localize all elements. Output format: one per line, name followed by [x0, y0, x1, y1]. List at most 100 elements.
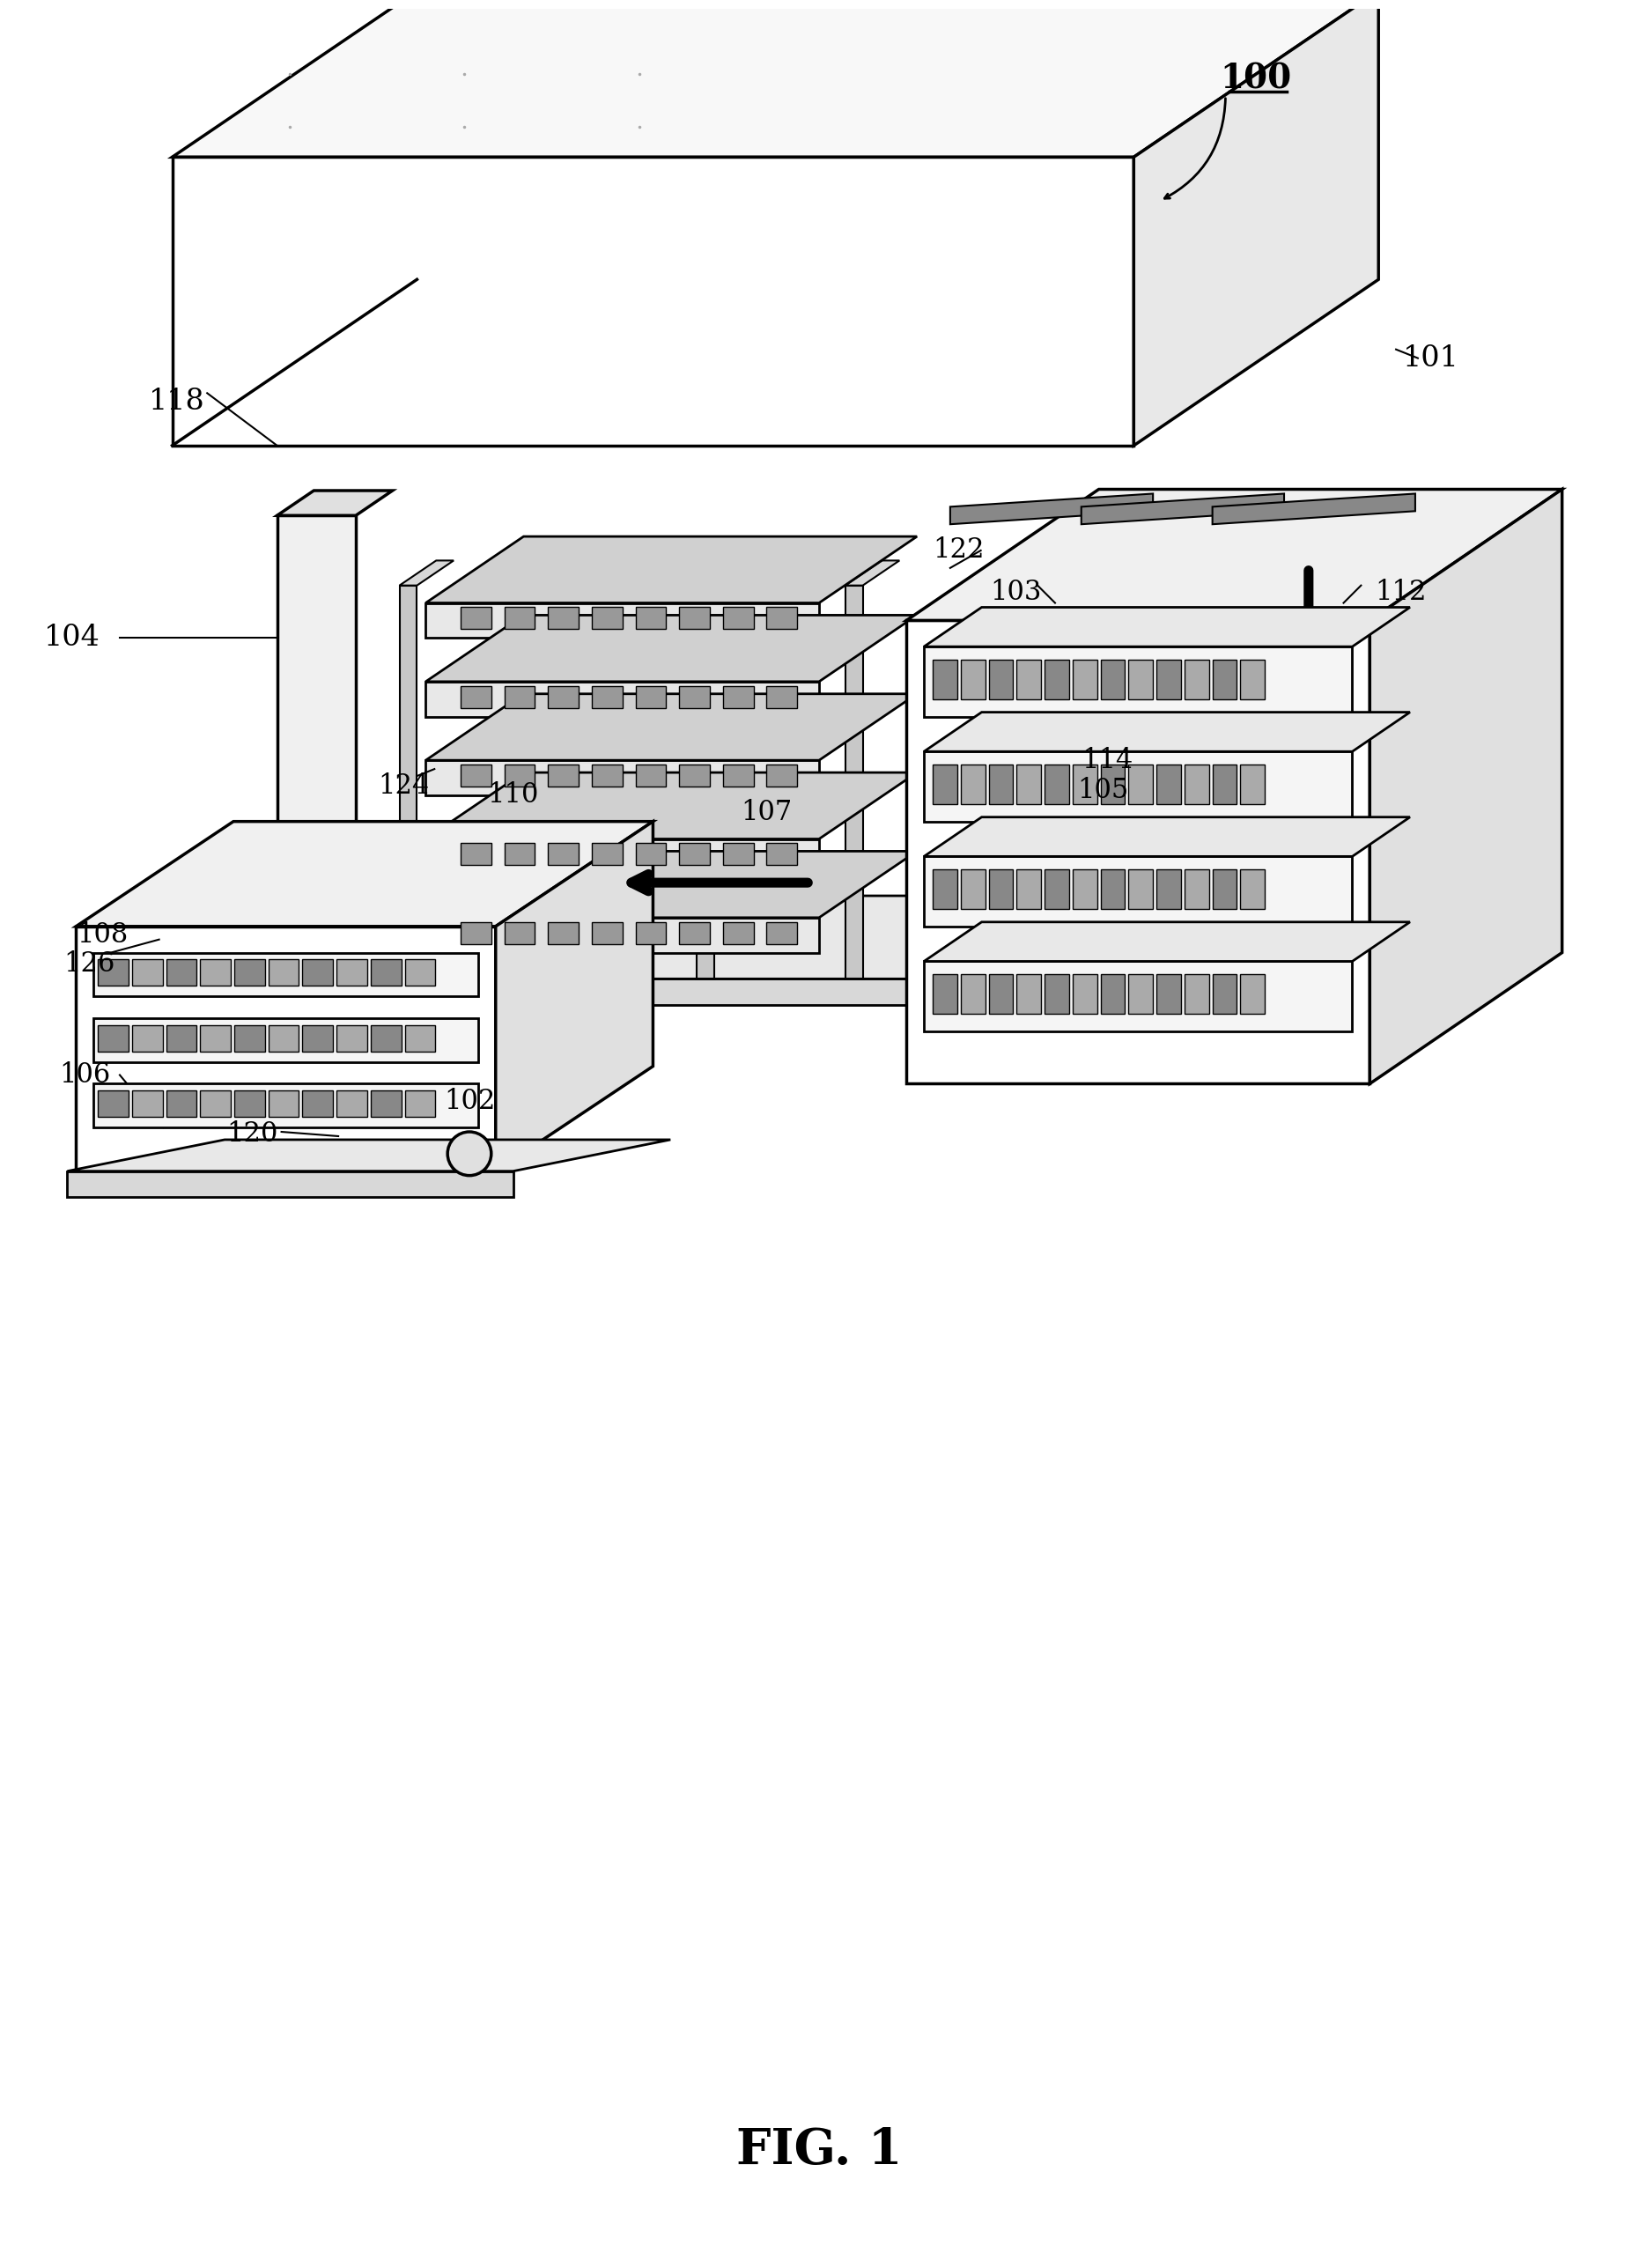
Bar — [269, 959, 298, 987]
Polygon shape — [93, 1084, 479, 1127]
Polygon shape — [426, 760, 820, 796]
Bar — [1044, 975, 1069, 1014]
Text: 101: 101 — [1403, 345, 1459, 372]
Bar — [933, 764, 957, 803]
Polygon shape — [93, 953, 479, 996]
Polygon shape — [924, 751, 1352, 821]
Bar — [988, 764, 1013, 803]
Polygon shape — [172, 0, 1378, 156]
Polygon shape — [846, 585, 862, 980]
Bar — [1213, 764, 1237, 803]
Bar — [933, 975, 957, 1014]
Bar — [303, 1091, 333, 1116]
Bar — [1100, 869, 1124, 909]
Bar — [1157, 869, 1182, 909]
Bar — [234, 1025, 266, 1052]
Bar — [1185, 660, 1210, 699]
Bar — [1129, 975, 1152, 1014]
Bar — [547, 764, 579, 787]
Bar — [1072, 869, 1096, 909]
Bar — [679, 764, 710, 787]
Bar — [1241, 660, 1265, 699]
Bar — [988, 660, 1013, 699]
Polygon shape — [67, 1170, 513, 1198]
Text: 118: 118 — [149, 388, 205, 415]
Polygon shape — [172, 156, 1134, 445]
Bar — [1016, 869, 1041, 909]
Polygon shape — [426, 919, 820, 953]
Polygon shape — [697, 585, 715, 980]
Polygon shape — [356, 896, 1108, 980]
Polygon shape — [426, 850, 916, 919]
Bar — [269, 1025, 298, 1052]
Polygon shape — [846, 560, 900, 585]
Bar — [98, 959, 128, 987]
Polygon shape — [426, 773, 916, 839]
Bar — [547, 844, 579, 864]
Bar — [933, 660, 957, 699]
Text: 124: 124 — [379, 773, 429, 801]
Bar — [1129, 764, 1152, 803]
Bar — [1185, 975, 1210, 1014]
Polygon shape — [426, 694, 916, 760]
Bar — [1213, 869, 1237, 909]
Bar — [592, 844, 623, 864]
Bar — [1157, 660, 1182, 699]
Text: 110: 110 — [487, 782, 539, 810]
Bar — [336, 959, 367, 987]
Bar — [98, 1025, 128, 1052]
Bar — [767, 923, 797, 943]
Bar — [303, 959, 333, 987]
Bar — [679, 608, 710, 628]
Bar — [1129, 869, 1152, 909]
Bar — [767, 764, 797, 787]
Bar — [234, 1091, 266, 1116]
Bar — [636, 844, 665, 864]
Bar — [461, 608, 492, 628]
Bar — [767, 685, 797, 708]
Bar — [505, 608, 534, 628]
Bar — [461, 844, 492, 864]
Bar — [234, 959, 266, 987]
Bar — [1016, 764, 1041, 803]
Bar — [960, 975, 985, 1014]
Bar — [1072, 660, 1096, 699]
Polygon shape — [277, 490, 392, 515]
Bar — [1072, 975, 1096, 1014]
Text: 108: 108 — [77, 921, 128, 948]
Bar — [166, 1091, 197, 1116]
Bar — [1213, 975, 1237, 1014]
Polygon shape — [426, 683, 820, 717]
Bar — [933, 869, 957, 909]
Bar — [1044, 764, 1069, 803]
Bar — [723, 923, 754, 943]
Bar — [592, 764, 623, 787]
Bar — [547, 923, 579, 943]
Bar — [592, 923, 623, 943]
Bar — [1185, 869, 1210, 909]
Polygon shape — [426, 603, 820, 637]
Polygon shape — [400, 560, 454, 585]
Polygon shape — [924, 712, 1410, 751]
Bar — [1129, 660, 1152, 699]
Text: 100: 100 — [1221, 61, 1292, 95]
Bar — [370, 959, 402, 987]
Polygon shape — [277, 515, 356, 1023]
Bar — [133, 1091, 162, 1116]
Bar — [370, 1025, 402, 1052]
Bar — [679, 685, 710, 708]
Bar — [461, 685, 492, 708]
Bar — [166, 959, 197, 987]
Polygon shape — [356, 980, 985, 1005]
Polygon shape — [906, 621, 1370, 1084]
Polygon shape — [1370, 490, 1562, 1084]
Bar — [461, 764, 492, 787]
Bar — [723, 764, 754, 787]
Polygon shape — [426, 839, 820, 873]
Bar — [405, 959, 436, 987]
Polygon shape — [426, 538, 916, 603]
Polygon shape — [1082, 494, 1283, 524]
Bar — [505, 685, 534, 708]
Bar — [679, 844, 710, 864]
Bar — [303, 1025, 333, 1052]
